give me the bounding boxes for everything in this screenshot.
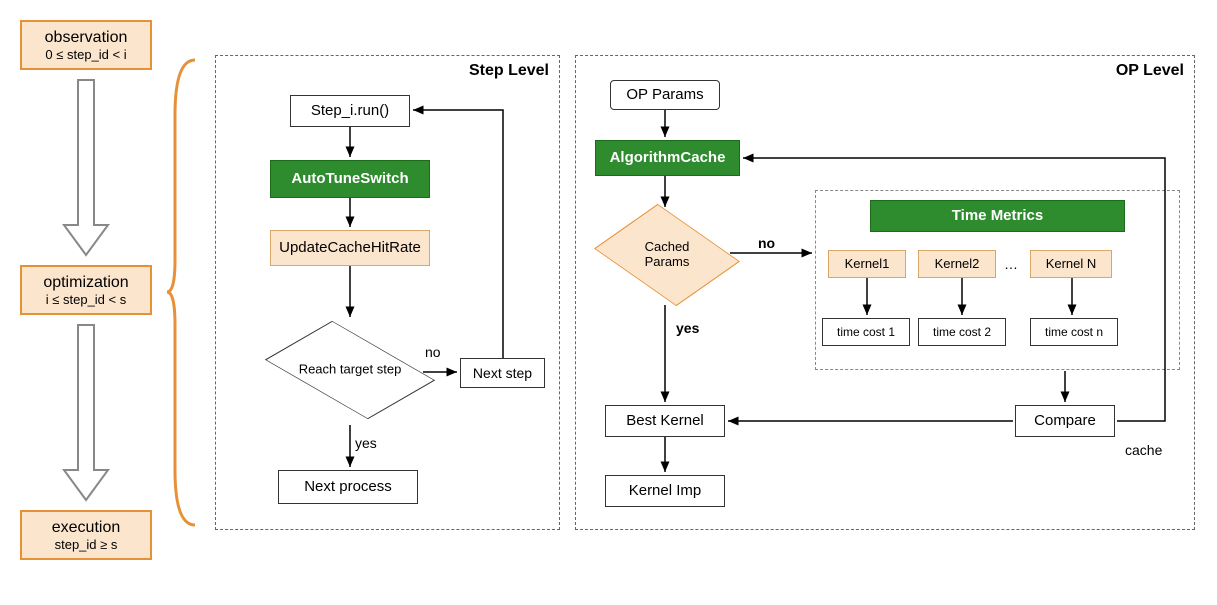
optimization-box: optimization i ≤ step_id < s — [20, 265, 152, 315]
step-arrows — [215, 55, 560, 530]
optimization-title: optimization — [43, 273, 128, 292]
arrow-opt-exec — [60, 320, 112, 505]
execution-range: step_id ≥ s — [55, 537, 118, 553]
op-arrows — [575, 55, 1195, 530]
observation-range: 0 ≤ step_id < i — [45, 47, 126, 63]
observation-box: observation 0 ≤ step_id < i — [20, 20, 152, 70]
arrow-obs-opt — [60, 75, 112, 260]
optimization-range: i ≤ step_id < s — [46, 292, 126, 308]
brace-icon — [165, 55, 205, 530]
execution-title: execution — [52, 518, 121, 537]
observation-title: observation — [45, 28, 128, 47]
execution-box: execution step_id ≥ s — [20, 510, 152, 560]
